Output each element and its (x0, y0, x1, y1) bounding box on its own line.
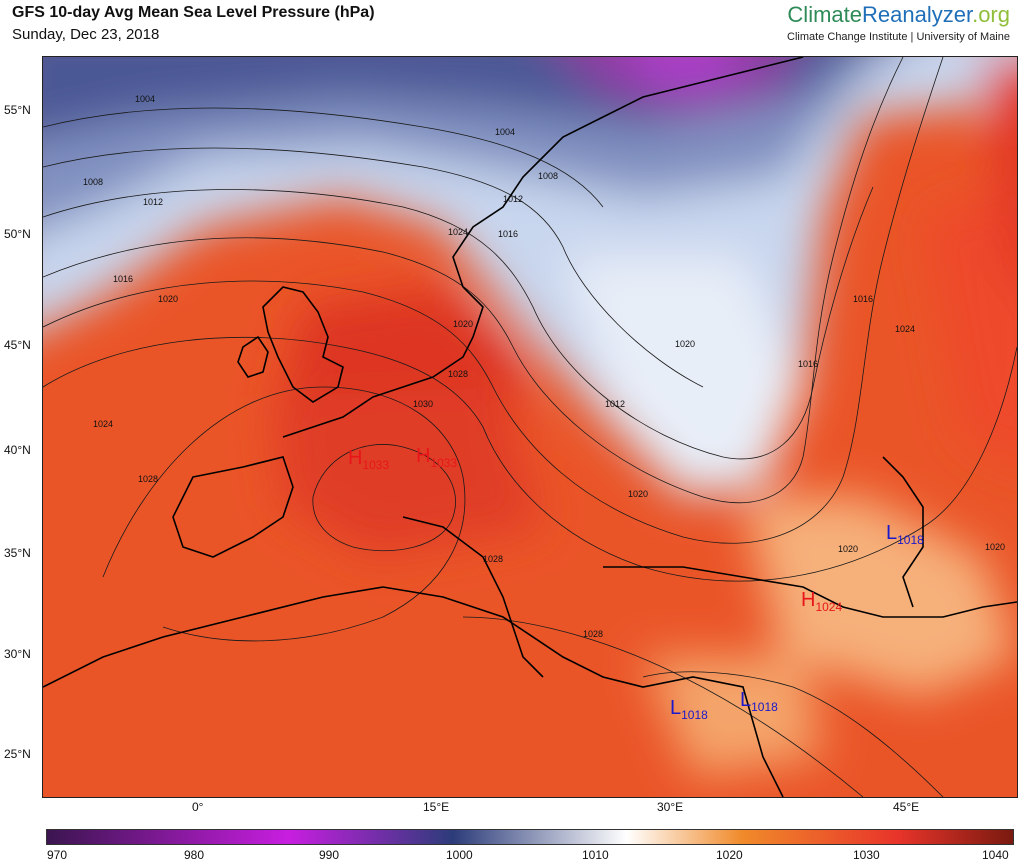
isobar-label: 1020 (838, 544, 858, 554)
isobar-label: 1012 (503, 194, 523, 204)
lat-label: 40°N (4, 443, 31, 457)
coast-north (282, 57, 804, 438)
coast-italy (402, 516, 544, 678)
lat-label: 25°N (4, 747, 31, 761)
colorbar-tick: 1030 (853, 848, 880, 862)
coast-caspian (882, 456, 924, 608)
center-letter: L (886, 522, 898, 544)
isobar-label: 1016 (798, 359, 818, 369)
coast-africa (43, 586, 784, 797)
isobar-label: 1020 (628, 489, 648, 499)
isobar-1008 (43, 147, 704, 388)
lon-label: 30°E (657, 800, 684, 814)
colorbar-tick: 1010 (582, 848, 609, 862)
isobar-1020-east (642, 671, 944, 797)
isobar-1028 (102, 386, 466, 642)
isobar-1024 (43, 336, 1017, 582)
center-value: 1018 (751, 700, 778, 714)
low-pressure-center: L1018 (670, 697, 708, 722)
center-value: 1024 (815, 600, 843, 614)
isobar-label: 1020 (985, 542, 1005, 552)
isobar-label: 1008 (538, 171, 558, 181)
isobar-label: 1016 (498, 229, 518, 239)
colorbar-tick: 980 (184, 848, 205, 862)
isobar-1020-south (462, 616, 864, 797)
chart-title: GFS 10-day Avg Mean Sea Level Pressure (… (12, 4, 375, 21)
low-pressure-center: L1018 (886, 522, 924, 547)
isobar-label: 1028 (138, 474, 158, 484)
isobar-labels: 1004 1008 1012 1016 1020 1024 1028 1004 … (83, 94, 1005, 639)
pressure-colorbar (46, 829, 1014, 845)
coast-ireland (237, 335, 269, 378)
low-pressure-center: L1018 (740, 689, 778, 714)
lon-label: 15°E (423, 800, 450, 814)
lat-label: 55°N (4, 103, 31, 117)
isobar-label: 1020 (453, 319, 473, 329)
colorbar-tick: 1040 (982, 848, 1009, 862)
isobar-label: 1016 (853, 294, 873, 304)
pressure-field (43, 57, 1017, 797)
high-pressure-center: H1033 (348, 447, 389, 472)
center-letter: H (801, 589, 816, 611)
colorbar-tick: 1000 (446, 848, 473, 862)
coastlines (43, 57, 1017, 797)
center-letter: H (416, 445, 431, 467)
center-value: 1033 (430, 456, 458, 470)
lat-label: 50°N (4, 227, 31, 241)
brand-part-reanalyzer: Reanalyzer (862, 2, 973, 27)
pressure-map: 1004 1008 1012 1016 1020 1024 1028 1004 … (42, 56, 1018, 798)
coast-britain (262, 286, 344, 403)
lat-label: 45°N (4, 338, 31, 352)
center-letter: L (670, 697, 682, 719)
lat-label: 35°N (4, 546, 31, 560)
center-letter: L (740, 689, 752, 711)
lat-label: 30°N (4, 647, 31, 661)
isobars (43, 57, 1017, 797)
isobar-label: 1012 (605, 399, 625, 409)
brand-subtitle: Climate Change Institute | University of… (787, 31, 1010, 43)
center-letter: H (348, 447, 363, 469)
center-value: 1018 (681, 708, 708, 722)
isobar-1004-west (43, 107, 604, 208)
isobar-label: 1012 (143, 197, 163, 207)
isobar-1012 (43, 186, 874, 460)
center-value: 1033 (362, 458, 390, 472)
isobar-label: 1024 (93, 419, 113, 429)
isobar-label: 1028 (583, 629, 603, 639)
isobar-label: 1024 (895, 324, 915, 334)
isobar-label: 1020 (158, 294, 178, 304)
isobar-label: 1030 (413, 399, 433, 409)
brand-logo[interactable]: ClimateReanalyzer.org (787, 2, 1010, 28)
isobar-label: 1004 (495, 127, 515, 137)
colorbar-tick: 990 (319, 848, 340, 862)
isobar-1016 (43, 57, 904, 504)
coast-iberia (172, 456, 294, 558)
isobar-label: 1020 (675, 339, 695, 349)
colorbar-tick: 1020 (716, 848, 743, 862)
high-pressure-center: H1024 (801, 589, 842, 614)
isobar-label: 1004 (135, 94, 155, 104)
isobar-label: 1028 (448, 369, 468, 379)
chart-date: Sunday, Dec 23, 2018 (12, 26, 160, 43)
map-svg: 1004 1008 1012 1016 1020 1024 1028 1004 … (43, 57, 1017, 797)
brand-part-climate: Climate (787, 2, 862, 27)
isobar-1032 (312, 444, 456, 552)
brand-part-org: .org (972, 2, 1010, 27)
center-value: 1018 (897, 533, 924, 547)
lon-label: 45°E (893, 800, 920, 814)
isobar-label: 1016 (113, 274, 133, 284)
isobar-1020 (43, 57, 944, 544)
isobar-label: 1024 (448, 227, 468, 237)
colorbar-tick: 970 (47, 848, 68, 862)
isobar-label: 1008 (83, 177, 103, 187)
isobar-label: 1028 (483, 554, 503, 564)
lon-label: 0° (192, 800, 204, 814)
coast-black-sea (603, 566, 1017, 618)
high-pressure-center: H1033 (416, 445, 457, 470)
